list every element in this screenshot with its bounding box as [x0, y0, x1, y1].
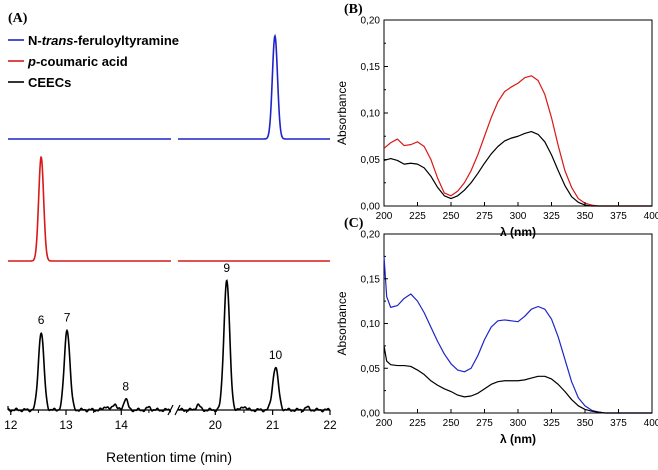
y-axis-title-c: Absorbance — [335, 291, 349, 355]
panel-a-chromatogram: (A) 6 7 8 9 10 12 13 14 20 21 22 Retention time (min… — [4, 11, 337, 465]
chromatogram-trace-2-seg-0 — [7, 328, 172, 413]
x-tick-label-b-325: 325 — [543, 211, 560, 222]
spectrum-line-c-0 — [383, 256, 652, 414]
x-tick-label-c-300: 300 — [510, 418, 527, 429]
y-tick-label-b-0,15: 0,15 — [361, 62, 381, 73]
panel-b-uv-spectra: (B) 200 225 250 275 300 325 350 375 400 0,00 0,05 0,… — [335, 2, 658, 239]
peak-label-6: 6 — [38, 313, 45, 327]
x-tick-label-13: 13 — [59, 418, 73, 432]
legend-label-0: N-trans-feruloyltyramine — [28, 33, 179, 48]
x-tick-label-14: 14 — [115, 418, 129, 432]
spectrum-line-c-1 — [383, 345, 652, 414]
x-tick-label-c-325: 325 — [543, 418, 560, 429]
plot-frame-c — [383, 233, 653, 414]
spectrum-line-b-1 — [383, 131, 652, 207]
panel-label-a: (A) — [8, 11, 28, 26]
chromatogram-trace-1-seg-0 — [8, 156, 171, 262]
chromatogram-trace-2-seg-1 — [177, 279, 331, 413]
y-tick-label-b-0,10: 0,10 — [361, 109, 381, 120]
plot-frame-b — [383, 19, 653, 207]
x-tick-label-b-225: 225 — [409, 211, 426, 222]
y-tick-label-b-0,00: 0,00 — [361, 202, 381, 213]
x-tick-label-22: 22 — [323, 418, 337, 432]
panel-label-b: (B) — [344, 2, 363, 17]
x-tick-label-b-200: 200 — [376, 211, 393, 222]
spectrum-line-b-0 — [383, 75, 652, 207]
y-tick-label-c-0,05: 0,05 — [361, 364, 381, 375]
y-axis-title-b: Absorbance — [335, 81, 349, 145]
x-tick-label-c-375: 375 — [610, 418, 627, 429]
x-tick-label-b-275: 275 — [476, 211, 493, 222]
x-tick-label-c-400: 400 — [644, 418, 658, 429]
x-axis-title-b: λ (nm) — [500, 225, 536, 239]
x-tick-label-c-275: 275 — [476, 418, 493, 429]
peak-label-7: 7 — [64, 310, 71, 324]
y-tick-label-c-0,20: 0,20 — [361, 230, 381, 241]
x-tick-label-21: 21 — [266, 418, 280, 432]
peak-label-8: 8 — [122, 379, 129, 393]
y-tick-label-b-0,05: 0,05 — [361, 155, 381, 166]
x-tick-label-c-250: 250 — [443, 418, 460, 429]
x-axis-title-a: Retention time (min) — [106, 449, 232, 465]
x-tick-label-c-225: 225 — [409, 418, 426, 429]
axis-break-mark-2 — [174, 404, 181, 416]
panel-c-uv-spectra: (C) 200 225 250 275 300 325 350 375 400 0,00 0,05 0,… — [335, 216, 658, 446]
axis-break-mark-1 — [167, 404, 174, 416]
legend-label-1: p-coumaric acid — [27, 54, 128, 69]
x-tick-label-12: 12 — [4, 418, 18, 432]
panel-label-c: (C) — [344, 216, 364, 231]
x-tick-label-b-250: 250 — [443, 211, 460, 222]
y-tick-label-c-0,10: 0,10 — [361, 319, 381, 330]
x-tick-label-b-375: 375 — [610, 211, 627, 222]
y-tick-label-c-0,15: 0,15 — [361, 274, 381, 285]
x-axis-title-c: λ (nm) — [500, 432, 536, 446]
peak-label-10: 10 — [269, 348, 283, 362]
x-tick-label-c-350: 350 — [577, 418, 594, 429]
y-tick-label-b-0,20: 0,20 — [361, 16, 381, 27]
legend-label-2: CEECs — [28, 75, 71, 90]
y-tick-label-c-0,00: 0,00 — [361, 409, 381, 420]
x-tick-label-b-350: 350 — [577, 211, 594, 222]
chromatogram-trace-0-seg-1 — [178, 33, 330, 140]
x-tick-label-c-200: 200 — [376, 418, 393, 429]
x-tick-label-b-300: 300 — [510, 211, 527, 222]
x-tick-label-20: 20 — [209, 418, 223, 432]
x-tick-label-b-400: 400 — [644, 211, 658, 222]
peak-label-9: 9 — [223, 261, 230, 275]
